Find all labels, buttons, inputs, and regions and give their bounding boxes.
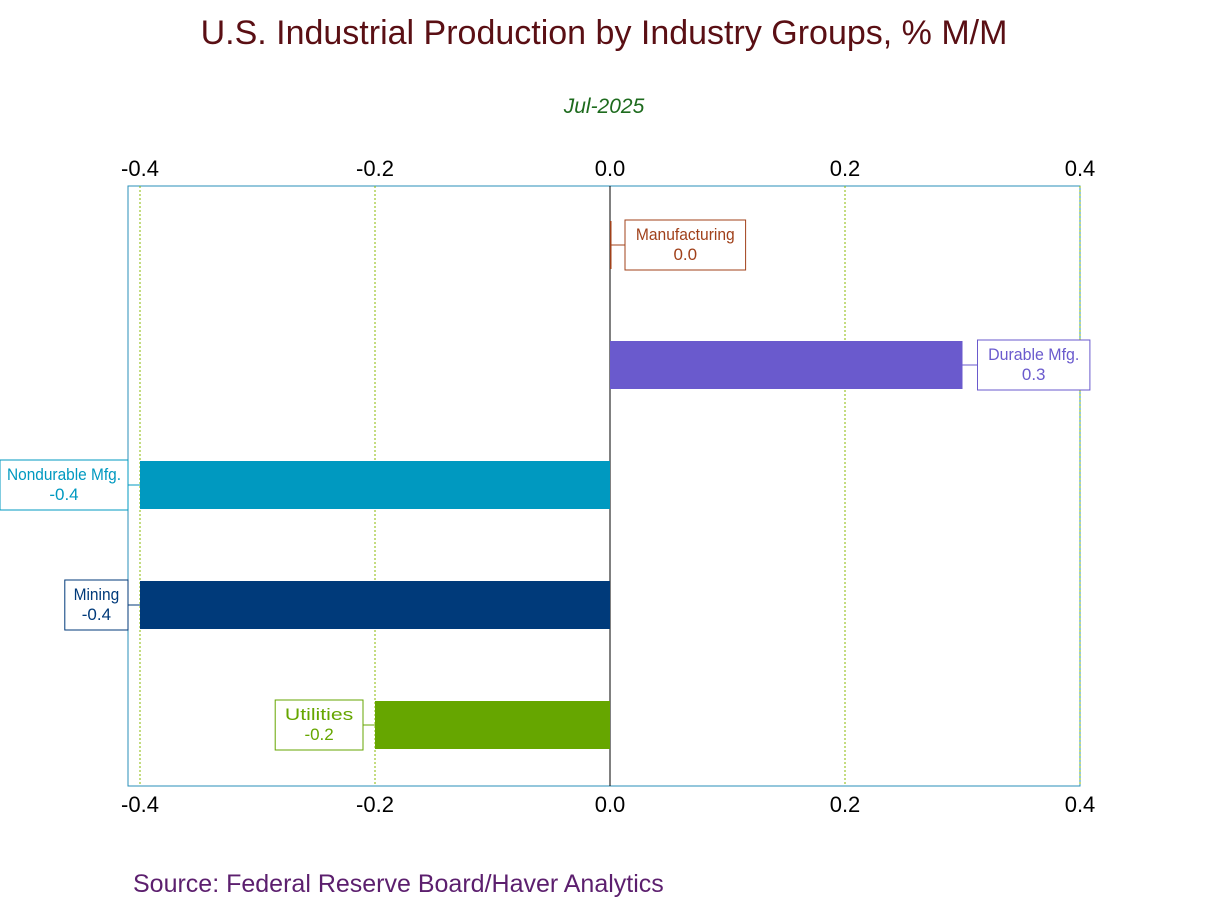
bottom-tick-label: -0.4	[121, 792, 159, 817]
label-box	[274, 699, 364, 751]
bottom-tick-label: -0.2	[356, 792, 394, 817]
bar-value-label: -0.4	[49, 485, 78, 504]
label-box	[64, 579, 129, 631]
bar-category-label: Nondurable Mfg.	[7, 465, 121, 484]
bar-durable-mfg	[610, 341, 963, 389]
chart-subtitle: Jul-2025	[563, 95, 645, 118]
source-note: Source: Federal Reserve Board/Haver Anal…	[133, 870, 664, 898]
top-tick-label: -0.4	[121, 156, 159, 181]
bar-value-label: -0.2	[304, 725, 333, 744]
label-box	[0, 459, 129, 511]
top-tick-label: 0.4	[1065, 156, 1096, 181]
bar-category-label: Utilities	[285, 705, 353, 724]
bar-nondurable-mfg	[140, 461, 610, 509]
label-box	[624, 219, 747, 271]
bottom-tick-label: 0.2	[830, 792, 861, 817]
chart-title: U.S. Industrial Production by Industry G…	[200, 14, 1008, 52]
top-tick-label: 0.0	[595, 156, 626, 181]
bar-value-label: 0.3	[1022, 365, 1046, 384]
bar-category-label: Manufacturing	[636, 225, 735, 244]
bar-value-label: 0.0	[673, 245, 697, 264]
top-tick-label: -0.2	[356, 156, 394, 181]
label-box	[977, 339, 1091, 391]
top-tick-label: 0.2	[830, 156, 861, 181]
bar-category-label: Mining	[74, 585, 120, 604]
bar-mining	[140, 581, 610, 629]
bottom-tick-label: 0.0	[595, 792, 626, 817]
bar-utilities	[375, 701, 610, 749]
bar-category-label: Durable Mfg.	[988, 345, 1079, 364]
bar-value-label: -0.4	[82, 605, 111, 624]
bottom-tick-label: 0.4	[1065, 792, 1096, 817]
